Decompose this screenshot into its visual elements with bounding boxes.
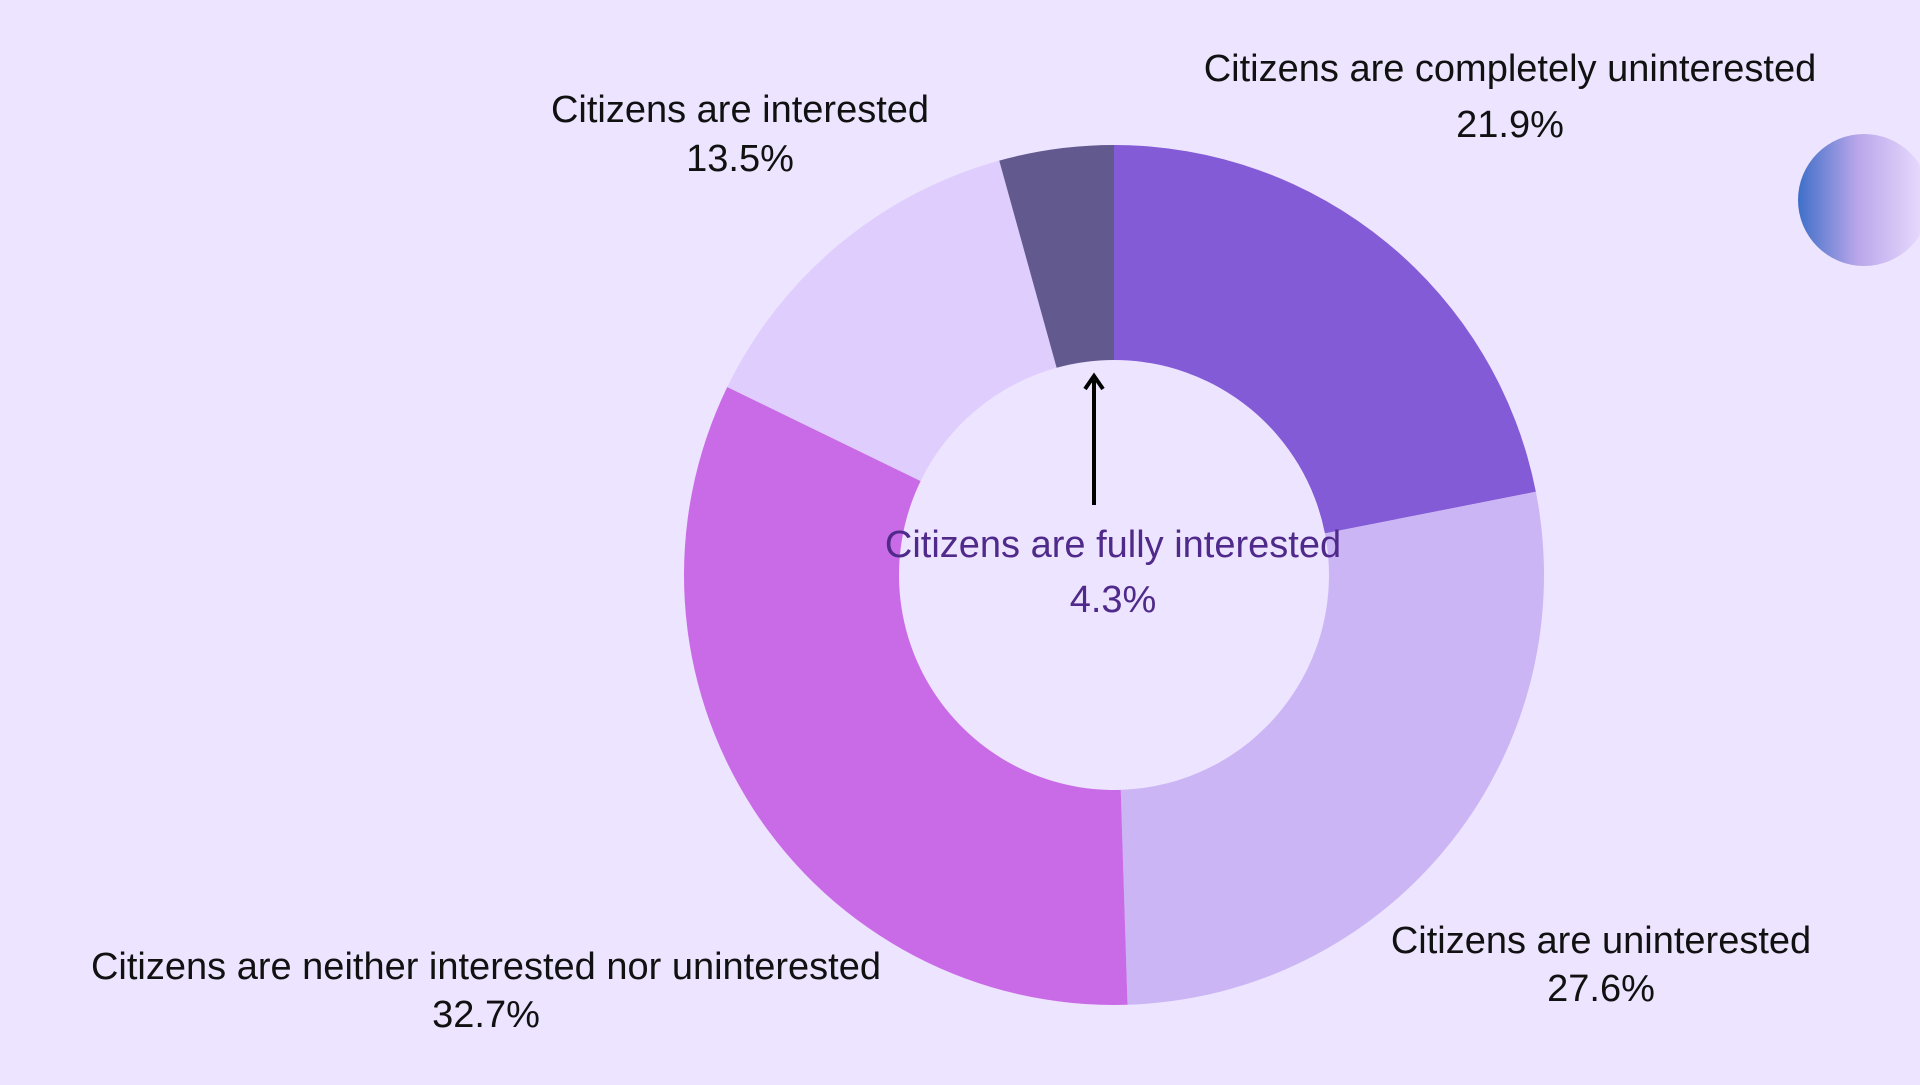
slice-label-interested: Citizens are interested bbox=[551, 89, 929, 131]
slice-citizens-are-uninterested bbox=[1120, 491, 1544, 1005]
slice-citizens-are-fully-interested bbox=[999, 145, 1114, 368]
slice-label-fully-interested: Citizens are fully interested bbox=[885, 524, 1341, 566]
decorative-circle bbox=[1798, 134, 1920, 266]
slice-value-completely-uninterested: 21.9% bbox=[1456, 104, 1564, 146]
slices-group bbox=[683, 145, 1544, 1005]
slice-citizens-are-neither-interested-nor-uninterested bbox=[683, 387, 1128, 1005]
slice-label-uninterested: Citizens are uninterested bbox=[1391, 920, 1811, 962]
slice-label-neither: Citizens are neither interested nor unin… bbox=[91, 946, 881, 988]
slice-citizens-are-interested bbox=[727, 160, 1057, 482]
slice-citizens-are-completely-uninterested bbox=[1114, 145, 1536, 534]
slice-value-uninterested: 27.6% bbox=[1547, 968, 1655, 1010]
slice-value-interested: 13.5% bbox=[686, 138, 794, 180]
slice-value-neither: 32.7% bbox=[432, 994, 540, 1036]
slice-value-fully-interested: 4.3% bbox=[1070, 579, 1157, 621]
slice-label-completely-uninterested: Citizens are completely uninterested bbox=[1204, 48, 1817, 90]
annotation-arrowhead bbox=[1083, 372, 1105, 391]
